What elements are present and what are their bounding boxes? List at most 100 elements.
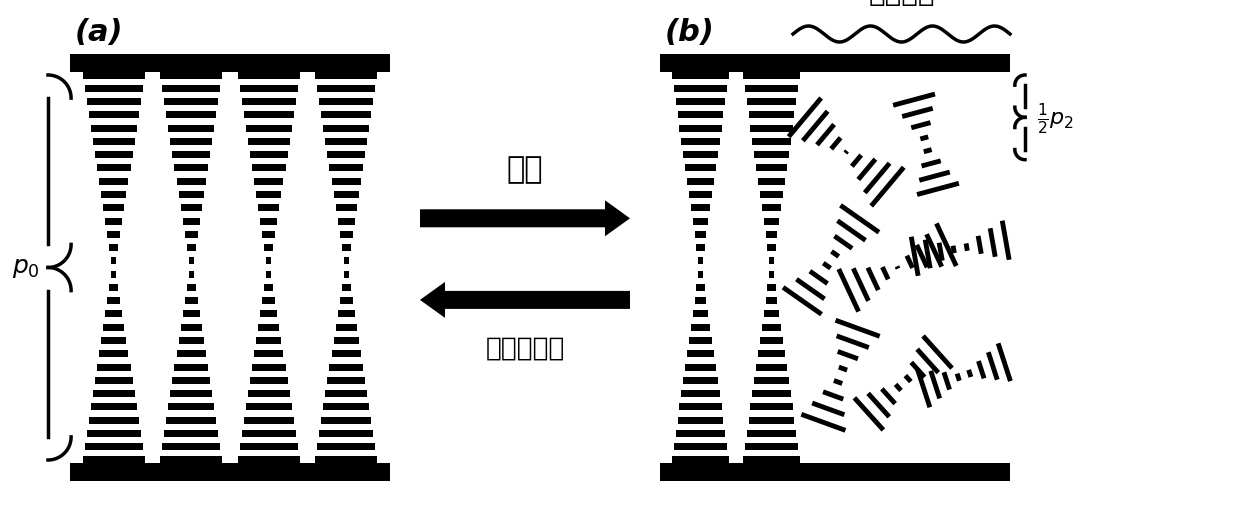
Bar	[246, 404, 291, 411]
Bar	[166, 112, 216, 119]
Text: (a): (a)	[74, 18, 124, 47]
Bar	[756, 165, 787, 172]
Bar	[317, 86, 376, 93]
Bar	[319, 99, 373, 106]
Bar	[765, 231, 777, 238]
Bar	[260, 218, 278, 225]
Bar	[239, 86, 298, 93]
Text: 光照: 光照	[507, 155, 543, 184]
Bar	[160, 457, 222, 464]
Text: 常温或加热: 常温或加热	[485, 335, 564, 361]
Bar	[660, 55, 1011, 73]
Bar	[252, 165, 285, 172]
Bar	[698, 271, 703, 278]
Bar	[93, 390, 135, 398]
Bar	[84, 443, 143, 450]
Bar	[698, 258, 703, 265]
Bar	[753, 138, 791, 146]
Bar	[242, 99, 296, 106]
Bar	[753, 390, 791, 398]
Bar	[252, 364, 285, 371]
Bar	[686, 364, 715, 371]
Bar	[672, 72, 729, 79]
Bar	[179, 191, 203, 199]
Bar	[182, 218, 200, 225]
Bar	[687, 178, 714, 185]
Bar	[91, 404, 136, 411]
Bar	[172, 377, 210, 384]
Bar	[758, 351, 785, 358]
Bar	[112, 271, 117, 278]
Bar	[176, 178, 206, 185]
Bar	[267, 271, 272, 278]
Bar	[691, 324, 711, 331]
Bar	[673, 86, 727, 93]
Bar	[746, 99, 796, 106]
Bar	[334, 337, 358, 345]
Bar	[694, 298, 707, 304]
Bar	[761, 205, 781, 212]
Bar	[331, 351, 361, 358]
Bar	[181, 324, 202, 331]
Bar	[342, 245, 351, 251]
Bar	[89, 417, 139, 424]
Bar	[764, 218, 779, 225]
Bar	[102, 191, 126, 199]
Bar	[169, 125, 215, 132]
Bar	[108, 231, 120, 238]
Text: $p_0$: $p_0$	[12, 256, 40, 280]
Bar	[93, 138, 135, 146]
Bar	[89, 112, 139, 119]
Bar	[760, 191, 784, 199]
Bar	[681, 138, 719, 146]
Bar	[257, 191, 281, 199]
Bar	[315, 457, 377, 464]
Bar	[769, 258, 774, 265]
Bar	[673, 443, 727, 450]
Text: (b): (b)	[665, 18, 715, 47]
Bar	[263, 231, 275, 238]
Bar	[162, 443, 221, 450]
Bar	[691, 205, 711, 212]
Bar	[754, 152, 789, 159]
Bar	[185, 298, 197, 304]
Bar	[84, 86, 143, 93]
Bar	[239, 443, 298, 450]
Bar	[83, 457, 145, 464]
Bar	[162, 86, 221, 93]
Bar	[254, 351, 284, 358]
Bar	[693, 311, 708, 318]
Bar	[334, 191, 358, 199]
Bar	[681, 390, 719, 398]
Bar	[689, 337, 712, 345]
Bar	[343, 258, 348, 265]
Bar	[754, 377, 789, 384]
Bar	[749, 112, 795, 119]
Bar	[750, 125, 792, 132]
Bar	[745, 443, 799, 450]
Bar	[764, 311, 779, 318]
Bar	[325, 138, 367, 146]
Bar	[330, 165, 363, 172]
Bar	[315, 72, 377, 79]
Bar	[109, 245, 118, 251]
Bar	[257, 337, 281, 345]
Bar	[244, 112, 294, 119]
Bar	[340, 231, 352, 238]
Bar	[102, 337, 126, 345]
Bar	[258, 205, 279, 212]
Bar	[745, 86, 799, 93]
Bar	[765, 298, 777, 304]
Bar	[170, 138, 212, 146]
Bar	[694, 231, 707, 238]
Bar	[768, 285, 775, 291]
Bar	[182, 311, 200, 318]
Bar	[108, 298, 120, 304]
Bar	[749, 417, 795, 424]
Bar	[342, 285, 351, 291]
Bar	[693, 218, 708, 225]
Bar	[327, 152, 365, 159]
Bar	[672, 457, 729, 464]
Bar	[768, 245, 775, 251]
Bar	[683, 377, 718, 384]
